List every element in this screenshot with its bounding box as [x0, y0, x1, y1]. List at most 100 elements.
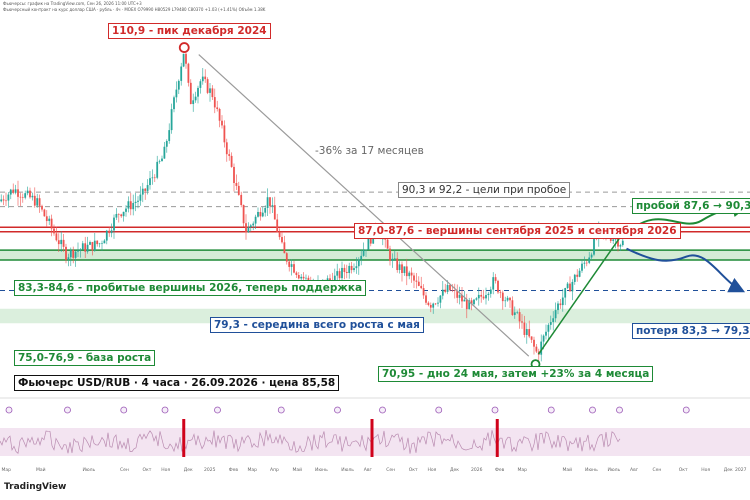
candle-body	[501, 292, 504, 302]
bottom-annotation: 70,95 - дно 24 мая, затем +23% за 4 меся…	[378, 366, 654, 382]
candle-body	[477, 294, 480, 299]
candle-body	[427, 302, 430, 305]
candle-body	[283, 242, 286, 254]
candle-body	[429, 304, 432, 308]
tradingview-logo: TradingView	[4, 482, 67, 492]
candle-body	[249, 225, 252, 228]
candle-body	[41, 205, 43, 210]
candle-body	[573, 274, 576, 282]
time-axis-label: Июнь	[315, 468, 328, 473]
candle-body	[338, 271, 341, 279]
candle-body	[581, 263, 583, 271]
candle-body	[129, 201, 132, 210]
candle-body	[446, 284, 449, 292]
candle-body	[494, 277, 497, 281]
time-axis-label: Май	[36, 468, 46, 473]
candle-body	[45, 216, 48, 222]
candle-body	[511, 300, 514, 315]
candle-body	[336, 271, 339, 276]
drop-annotation: -36% за 17 месяцев	[315, 145, 424, 157]
candle-body	[281, 237, 283, 243]
candle-body	[223, 125, 226, 143]
downtrend-line	[198, 54, 530, 357]
time-axis-label: Июль	[82, 468, 96, 473]
candle-body	[165, 140, 168, 147]
candle-body	[357, 259, 360, 267]
candle-body	[302, 276, 305, 279]
candle-body	[218, 108, 221, 121]
candle-body	[98, 243, 101, 245]
candle-body	[96, 240, 99, 245]
candle-body	[247, 227, 250, 233]
time-axis-label: Дек	[723, 468, 733, 473]
candle-body	[470, 300, 473, 305]
candle-body	[420, 285, 423, 289]
candle-body	[74, 251, 77, 258]
candle-body	[504, 300, 507, 302]
time-axis-label: Авг	[630, 468, 639, 473]
candle-body	[288, 261, 291, 267]
candle-body	[415, 280, 418, 282]
candle-body	[242, 205, 245, 224]
event-marker-icon	[64, 406, 71, 414]
candle-body	[7, 194, 10, 201]
candle-body	[77, 250, 79, 252]
candle-body	[245, 223, 247, 233]
candle-body	[290, 264, 293, 267]
time-axis-label: Май	[562, 468, 573, 473]
loss-annotation: потеря 83,3 → 79,3	[632, 323, 750, 339]
candle-body	[209, 88, 211, 93]
candle-body	[576, 274, 579, 277]
candle-body	[396, 258, 399, 271]
support-annotation: 83,3-84,6 - пробитые вершины 2026, тепер…	[14, 280, 367, 296]
event-marker-icon	[379, 406, 386, 414]
candle-body	[24, 193, 27, 198]
candle-body	[26, 190, 29, 194]
candle-body	[261, 212, 264, 217]
time-axis-label: Авг	[363, 468, 372, 473]
candle-body	[285, 253, 288, 262]
candle-body	[149, 178, 151, 186]
time-axis-label: Сен	[652, 468, 662, 473]
candle-body	[617, 238, 619, 247]
candle-body	[614, 238, 617, 240]
candle-body	[497, 280, 499, 293]
time-axis-label: Июль	[607, 468, 621, 473]
candle-body	[187, 63, 190, 83]
candle-body	[175, 89, 178, 98]
candle-body	[192, 100, 195, 105]
time-axis-label: 2025	[204, 468, 216, 473]
candle-body	[230, 155, 233, 167]
time-axis-label: 2027	[735, 468, 747, 473]
candle-body	[547, 324, 550, 332]
candle-body	[206, 79, 209, 93]
candle-body	[225, 142, 228, 155]
candle-body	[480, 294, 483, 297]
candle-body	[473, 299, 475, 305]
middle-annotation: 79,3 - середина всего роста с мая	[210, 317, 424, 333]
candle-body	[585, 262, 588, 264]
candle-body	[557, 303, 559, 311]
candle-body	[523, 322, 526, 335]
candle-body	[259, 211, 262, 217]
candle-body	[389, 248, 391, 261]
candle-body	[235, 183, 238, 186]
candle-body	[132, 202, 135, 210]
candle-body	[110, 230, 113, 234]
candle-body	[72, 249, 75, 258]
candle-body	[29, 190, 31, 198]
candle-body	[86, 244, 89, 252]
candle-body	[343, 267, 346, 272]
candle-body	[545, 331, 547, 336]
candle-body	[189, 82, 192, 105]
candle-body	[141, 188, 144, 195]
candle-body	[444, 289, 447, 292]
candle-body	[53, 228, 55, 234]
candle-body	[163, 146, 166, 159]
candle-body	[168, 130, 171, 141]
candle-body	[583, 262, 586, 264]
candle-body	[566, 283, 569, 289]
candle-body	[329, 278, 331, 281]
